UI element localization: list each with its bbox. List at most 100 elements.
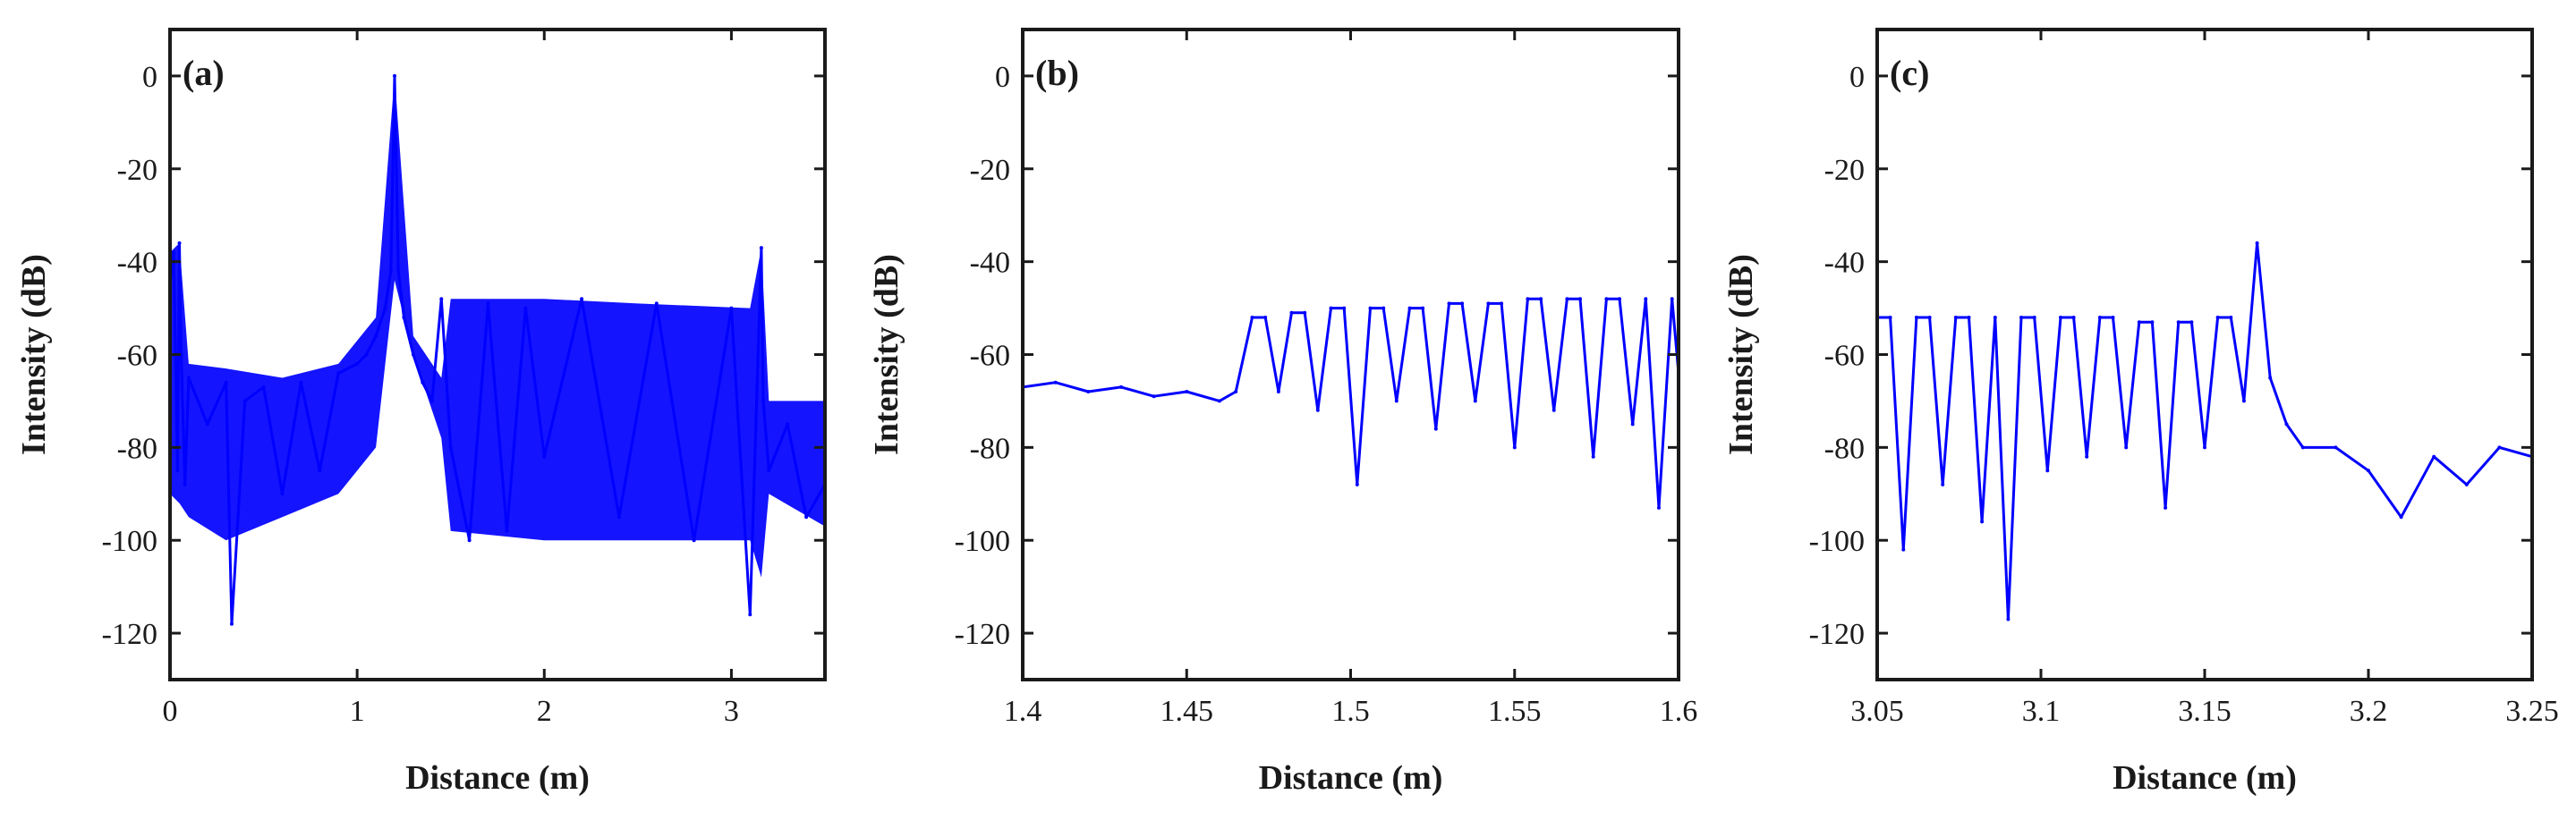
plot-area-b xyxy=(1023,297,1679,510)
data-point-a-8 xyxy=(224,380,228,385)
data-point-c-37 xyxy=(2464,482,2469,486)
data-point-a-5 xyxy=(183,482,187,486)
noise-band-a xyxy=(170,75,825,578)
data-point-c-24 xyxy=(2189,320,2194,325)
y-axis-label-b: Intensity (dB) xyxy=(868,254,905,455)
data-point-b-21 xyxy=(1421,306,1425,310)
series-line-a xyxy=(170,74,825,626)
data-point-c-25 xyxy=(2203,445,2206,450)
data-point-b-16 xyxy=(1355,482,1359,486)
data-point-c-13 xyxy=(2045,469,2050,473)
x-tick-label-b-4: 1.6 xyxy=(1660,695,1698,728)
data-point-b-29 xyxy=(1526,297,1530,301)
data-point-a-21 xyxy=(393,73,396,78)
y-tick-label-c-6: -120 xyxy=(1809,618,1865,651)
data-point-b-31 xyxy=(1552,408,1556,412)
data-point-c-35 xyxy=(2399,515,2403,520)
data-point-a-23 xyxy=(402,316,406,319)
data-point-b-11 xyxy=(1289,310,1294,315)
panel-label-b: (b) xyxy=(1035,53,1079,93)
data-point-c-32 xyxy=(2300,445,2305,450)
data-point-b-26 xyxy=(1486,301,1491,306)
data-point-b-35 xyxy=(1604,297,1609,301)
data-point-b-15 xyxy=(1342,306,1347,310)
y-tick-label-a-6: -120 xyxy=(102,618,157,651)
data-point-b-34 xyxy=(1591,454,1595,459)
data-point-a-30 xyxy=(486,301,490,306)
x-tick-label-c-1: 3.1 xyxy=(2022,695,2061,728)
data-point-a-32 xyxy=(523,306,528,310)
y-tick-label-c-1: -20 xyxy=(1824,154,1865,187)
data-point-c-28 xyxy=(2241,399,2246,403)
data-point-a-24 xyxy=(411,352,415,357)
data-point-a-14 xyxy=(318,469,322,473)
data-point-a-16 xyxy=(355,361,360,366)
y-tick-label-a-3: -60 xyxy=(117,340,157,373)
chart-panel-c: 3.05 3.1 3.15 3.2 3.25 0 -20 -40 -60 -80 -100 -120 D… xyxy=(1722,28,2559,797)
axes-frame-c xyxy=(1875,28,2534,681)
data-point-b-22 xyxy=(1433,427,1438,431)
x-tick-label-b-2: 1.5 xyxy=(1331,695,1370,728)
data-point-c-7 xyxy=(1967,316,1971,319)
data-point-c-11 xyxy=(2019,316,2023,319)
data-point-c-8 xyxy=(1980,520,1985,524)
data-point-a-9 xyxy=(230,621,234,626)
data-point-a-19 xyxy=(383,306,387,310)
data-point-c-4 xyxy=(1927,316,1932,319)
data-point-b-24 xyxy=(1460,301,1465,306)
y-tick-label-c-0: 0 xyxy=(1849,61,1865,94)
data-point-a-35 xyxy=(616,515,621,520)
data-point-b-32 xyxy=(1565,297,1569,301)
data-point-a-27 xyxy=(439,297,444,301)
x-tick-label-c-4: 3.25 xyxy=(2505,695,2559,728)
data-point-b-19 xyxy=(1394,399,1399,403)
y-tick-label-b-5: -100 xyxy=(955,525,1010,558)
data-point-a-11 xyxy=(261,385,266,389)
data-point-b-27 xyxy=(1500,301,1504,306)
data-point-b-18 xyxy=(1382,306,1386,310)
data-point-a-15 xyxy=(336,371,341,376)
data-point-c-3 xyxy=(1914,316,1918,319)
data-point-c-12 xyxy=(2032,316,2036,319)
y-tick-label-b-6: -120 xyxy=(955,618,1010,651)
y-tick-label-c-2: -40 xyxy=(1824,247,1865,280)
data-point-c-18 xyxy=(2111,316,2115,319)
data-point-c-17 xyxy=(2097,316,2102,319)
data-point-a-17 xyxy=(364,352,369,357)
data-point-c-30 xyxy=(2268,376,2273,380)
data-point-a-38 xyxy=(729,306,734,310)
y-tick-label-c-5: -100 xyxy=(1809,525,1865,558)
data-point-c-22 xyxy=(2164,505,2168,510)
y-tick-label-b-2: -40 xyxy=(970,247,1010,280)
data-point-a-22 xyxy=(396,269,401,273)
data-point-a-2 xyxy=(175,469,180,473)
x-tick-label-b-3: 1.55 xyxy=(1488,695,1542,728)
data-point-c-20 xyxy=(2137,320,2141,325)
data-point-a-29 xyxy=(467,538,472,543)
data-point-a-12 xyxy=(280,492,285,496)
y-tick-label-a-4: -80 xyxy=(117,432,157,465)
plot-area-c xyxy=(1877,241,2532,621)
data-point-a-33 xyxy=(542,454,547,459)
y-tick-label-a-2: -40 xyxy=(117,247,157,280)
chart-panel-a: 0 1 2 3 0 -20 -40 -60 -80 -100 -120 Distance (m) Int… xyxy=(15,28,827,797)
data-point-a-1 xyxy=(172,250,176,255)
data-point-c-14 xyxy=(2059,316,2062,319)
y-tick-label-c-4: -80 xyxy=(1824,432,1865,465)
data-point-c-33 xyxy=(2334,445,2338,450)
data-point-c-1 xyxy=(1888,316,1892,319)
series-line-b xyxy=(1023,297,1679,510)
data-point-b-33 xyxy=(1578,297,1582,301)
plot-area-a xyxy=(170,73,825,626)
data-point-a-26 xyxy=(429,399,434,403)
x-axis-label-b: Distance (m) xyxy=(1259,759,1443,797)
data-point-b-7 xyxy=(1234,390,1238,393)
data-point-c-6 xyxy=(1953,316,1958,319)
data-point-c-31 xyxy=(2284,422,2289,427)
data-point-b-37 xyxy=(1630,422,1635,427)
data-point-a-44 xyxy=(804,515,809,520)
x-tick-label-c-2: 3.15 xyxy=(2178,695,2232,728)
data-point-b-2 xyxy=(1086,390,1091,393)
y-tick-label-a-1: -20 xyxy=(117,154,157,187)
